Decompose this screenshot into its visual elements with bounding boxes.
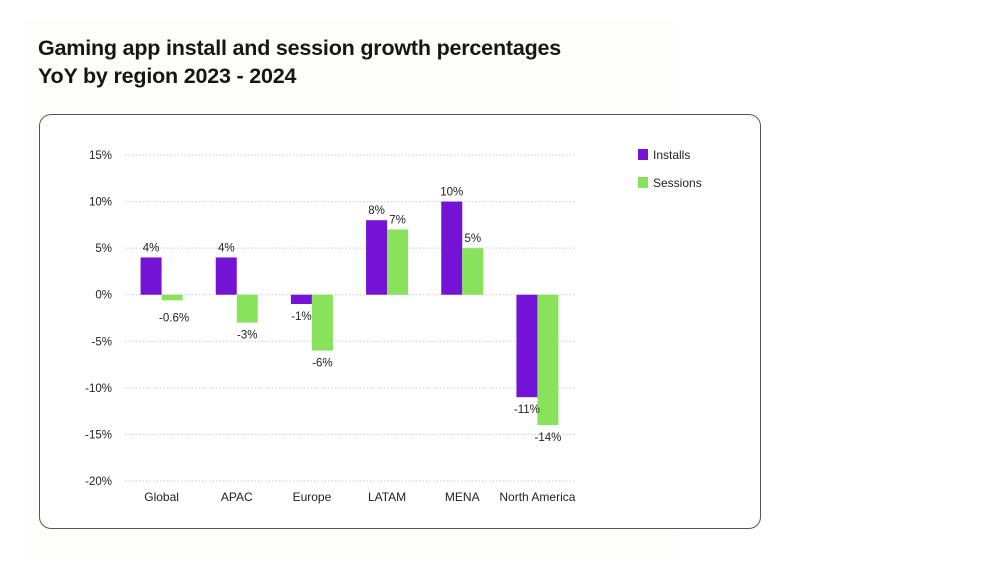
data-label: 4% — [218, 242, 235, 254]
bars — [140, 201, 559, 426]
gridlines — [125, 154, 576, 482]
x-axis-labels: Global APAC Europe LATAM MENA North America — [144, 490, 576, 504]
data-label: -6% — [312, 358, 332, 370]
y-axis-ticks: 15% 10% 5% 0% -5% -10% -15% -20% — [85, 150, 112, 488]
y-tick-label: 10% — [89, 197, 112, 209]
bar-sessions-latam — [387, 229, 409, 295]
data-labels: 4% -0.6% 4% -3% -1% -6% 8% 7% 10% 5% -11% -14% — [143, 187, 562, 445]
y-tick-label: 0% — [95, 290, 112, 302]
bar-sessions-mena — [462, 248, 484, 295]
bar-sessions-apac — [236, 294, 258, 323]
chart-title-line-1: Gaming app install and session growth pe… — [38, 36, 562, 60]
legend: Installs Sessions — [638, 148, 702, 190]
y-tick-label: 15% — [89, 150, 112, 162]
y-tick-label: 5% — [95, 243, 112, 255]
legend-label-installs: Installs — [653, 148, 690, 162]
bar-installs-north-america — [516, 294, 538, 398]
x-tick-label: Global — [144, 490, 179, 504]
y-tick-label: -10% — [85, 383, 112, 395]
bar-sessions-north-america — [537, 294, 559, 426]
bar-installs-global — [140, 257, 162, 295]
legend-label-sessions: Sessions — [653, 176, 702, 190]
y-tick-label: -15% — [85, 429, 112, 441]
x-tick-label: MENA — [445, 490, 480, 504]
data-label: -0.6% — [159, 312, 189, 324]
data-label: 7% — [389, 215, 406, 227]
bar-sessions-europe — [311, 294, 333, 351]
bar-installs-europe — [290, 294, 312, 305]
chart-title: Gaming app install and session growth pe… — [38, 34, 561, 90]
data-label: 10% — [440, 187, 463, 199]
chart-title-line-2: YoY by region 2023 - 2024 — [38, 64, 297, 88]
data-label: -14% — [534, 432, 561, 444]
bar-sessions-global — [161, 294, 183, 301]
x-tick-label: APAC — [221, 490, 253, 504]
data-label: -3% — [237, 330, 257, 342]
bar-installs-latam — [366, 220, 388, 295]
y-tick-label: -20% — [85, 476, 112, 488]
data-label: -11% — [514, 404, 540, 416]
data-label: 5% — [464, 233, 481, 245]
x-tick-label: Europe — [293, 490, 332, 504]
x-tick-label: North America — [499, 490, 575, 504]
data-label: -1% — [291, 311, 311, 323]
bar-installs-apac — [215, 257, 237, 295]
y-tick-label: -5% — [92, 336, 112, 348]
x-tick-label: LATAM — [368, 490, 406, 504]
legend-swatch-sessions — [638, 177, 648, 188]
legend-swatch-installs — [638, 149, 648, 160]
data-label: 4% — [143, 242, 160, 254]
bar-installs-mena — [441, 201, 463, 295]
data-label: 8% — [368, 205, 385, 217]
